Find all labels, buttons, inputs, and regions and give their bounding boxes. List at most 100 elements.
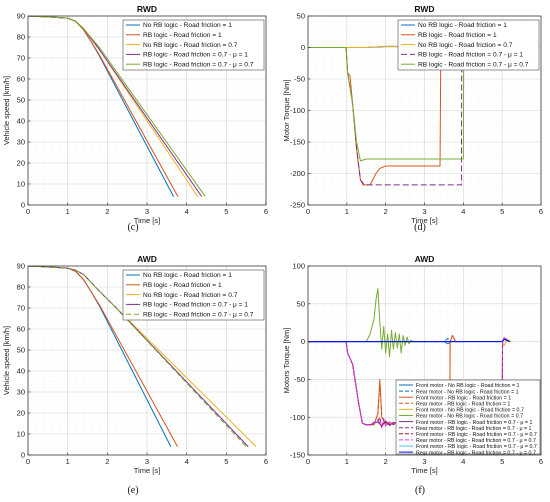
legend-box [397,19,540,71]
legend-entry-label: Rear motor - No RB logic - Road friction… [416,414,523,420]
legend-entry-label: Rear motor - RB logic - Road friction = … [416,438,536,444]
legend-entry-label: RB logic - Road friction = 1 [143,32,222,39]
x-tick-label: 4 [461,457,465,466]
y-axis-label: Motor Torque [Nm] [282,80,291,142]
y-tick-label: 90 [17,262,25,271]
y-tick-label: 50 [297,299,305,308]
legend-entry-label: No RB logic - Road friction = 0.7 [143,42,238,49]
x-tick-label: 0 [26,457,30,466]
x-tick-label: 6 [264,457,268,466]
x-tick-label: 5 [500,457,504,466]
y-tick-label: 30 [17,388,25,397]
series-line-5 [28,16,206,197]
panel-d: 0 1 2 3 4 5 6 -250 -200 -150 -100 -50 0 50 RWD Time [s]… [282,4,543,233]
chart-title: AWD [415,254,435,264]
x-axis-label: Time [s] [411,216,437,225]
chart-title: RWD [137,4,157,14]
x-tick-label: 1 [66,207,70,216]
legend-entry-label: Rear motor - RB logic - Road friction = … [416,450,536,456]
y-axis-label: Vehicle speed [km/h] [2,326,11,395]
panel-label: (c) [127,222,138,233]
y-tick-label: 60 [17,325,25,334]
series-line-5 [308,47,468,162]
legend-entry-label: RB logic - Road friction = 1 [418,32,497,39]
y-tick-label: 30 [17,138,25,147]
legend-entry-label: Front motor - RB logic - Road friction =… [416,420,532,426]
legend-entry-label: RB logic - Road friction = 0.7 - μ = 0.7 [143,61,254,68]
series-line-5 [28,266,247,447]
x-tick-label: 6 [264,207,268,216]
y-tick-label: 100 [292,262,305,271]
x-tick-label: 4 [185,457,189,466]
legend-entry-label: RB logic - Road friction = 0.7 - μ = 0.7 [143,311,254,318]
y-tick-label: 50 [297,12,305,21]
y-tick-label: 0 [301,43,305,52]
y-tick-label: 0 [21,201,25,210]
y-tick-label: 50 [17,96,25,105]
x-tick-label: 0 [306,207,310,216]
legend-entry-label: RB logic - Road friction = 0.7 - μ = 1 [143,52,248,59]
legend-entry-label: Front motor - RB logic - Road friction =… [416,444,537,450]
legend-entry-label: RB logic - Road friction = 0.7 - μ = 1 [143,302,248,309]
x-tick-label: 2 [105,207,109,216]
x-tick-label: 1 [66,457,70,466]
y-tick-label: -100 [290,413,305,422]
x-tick-label: 4 [185,207,189,216]
panel-label: (f) [415,485,425,496]
x-tick-label: 3 [422,207,426,216]
legend-entry-label: No RB logic - Road friction = 1 [143,22,232,29]
panel-label: (e) [127,485,138,496]
x-tick-label: 3 [422,457,426,466]
legend-entry-label: RB logic - Road friction = 0.7 - μ = 1 [418,52,523,59]
y-tick-label: -250 [290,201,305,210]
y-tick-label: -200 [290,169,305,178]
panel-label: (d) [414,222,426,233]
y-tick-label: 70 [17,304,25,313]
y-tick-label: -50 [294,75,305,84]
y-tick-label: 10 [17,430,25,439]
legend: No RB logic - Road friction = 1 RB logic … [122,19,265,71]
chart-title: RWD [414,4,434,14]
legend-entry-label: Front motor - RB logic - Road friction =… [416,432,537,438]
legend-entry-label: Front motor - No RB logic - Road frictio… [416,383,520,389]
series-line-12 [308,338,511,343]
y-tick-label: 80 [17,283,25,292]
x-axis-label: Time [s] [134,216,160,225]
panel-f: 0 1 2 3 4 5 6 -150 -100 -50 0 50 100 AWD Time [s] Motor… [282,254,543,496]
x-tick-label: 1 [345,457,349,466]
legend-entry-label: Front motor - No RB logic - Road frictio… [416,408,524,414]
series-group [28,266,257,447]
x-tick-label: 6 [539,207,543,216]
x-tick-label: 5 [500,207,504,216]
x-tick-label: 4 [461,207,465,216]
chart-title: AWD [137,254,157,264]
legend-entry-label: No RB logic - Road friction = 0.7 [418,42,513,49]
series-line-2 [308,43,464,186]
x-tick-label: 0 [306,457,310,466]
y-tick-label: 40 [17,117,25,126]
y-tick-label: 20 [17,409,25,418]
x-axis-label: Time [s] [411,466,437,475]
y-tick-label: 20 [17,159,25,168]
y-axis-label: Motors Torque [Nm] [282,328,291,394]
y-axis-label: Vehicle speed [km/h] [2,76,11,145]
legend-entry-label: No RB logic - Road friction = 1 [143,272,232,279]
y-tick-label: -150 [290,138,305,147]
y-tick-label: 60 [17,75,25,84]
legend: No RB logic - Road friction = 1 RB logic … [397,19,540,71]
y-tick-label: 0 [21,451,25,460]
legend: No RB logic - Road friction = 1 RB logic … [122,269,265,321]
legend-entry-label: RB logic - Road friction = 1 [143,282,222,289]
y-tick-label: -50 [294,375,305,384]
legend-entry-label: Rear motor - RB logic - Road friction = … [416,402,510,408]
x-tick-label: 3 [145,457,149,466]
x-tick-label: 3 [145,207,149,216]
y-tick-label: 0 [301,337,305,346]
y-tick-label: 80 [17,33,25,42]
y-tick-label: -150 [290,451,305,460]
x-tick-label: 0 [26,207,30,216]
legend-box [122,269,265,321]
legend-entry-label: Rear motor - No RB logic - Road friction… [416,389,519,395]
